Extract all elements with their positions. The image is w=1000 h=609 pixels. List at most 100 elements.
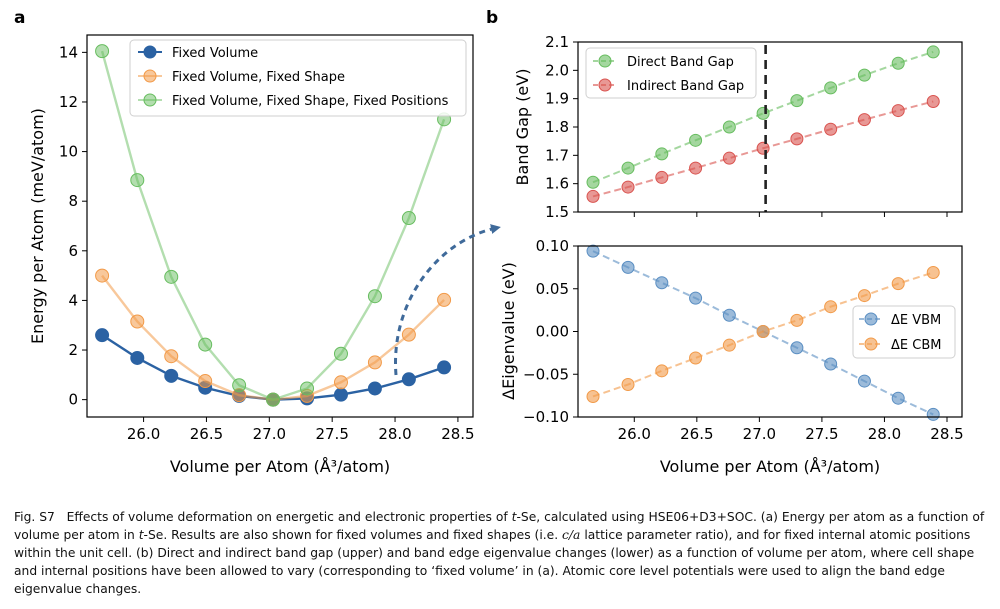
data-point-e-vbm — [790, 341, 804, 355]
y-tick-label: −0.05 — [523, 365, 569, 383]
y-tick-label: −0.10 — [523, 408, 569, 426]
x-tick-label: 28.5 — [930, 425, 963, 443]
data-point-fixed-volume — [164, 368, 179, 383]
legend-box — [585, 47, 757, 99]
data-point-indirect-band-gap — [655, 170, 669, 184]
data-point-fixed-volume-fixed-shape-fixed-positions — [300, 381, 315, 396]
data-point-fixed-volume-fixed-shape — [437, 292, 452, 307]
data-point-fixed-volume-fixed-shape — [95, 268, 110, 283]
caption-t-italic: t — [138, 528, 144, 542]
y-tick-label: 8 — [68, 192, 78, 210]
caption-t-italic: t — [511, 510, 517, 524]
data-point-fixed-volume — [367, 381, 382, 396]
tick-layer: 1.5 1.6 1.7 1.8 1.9 2.0 2.1 — [545, 33, 948, 221]
data-point-direct-band-gap — [689, 133, 703, 147]
data-point-indirect-band-gap — [621, 180, 635, 194]
curved-arrow — [394, 224, 501, 376]
data-point-e-cbm — [790, 313, 804, 327]
data-point-fixed-volume-fixed-shape — [130, 314, 145, 329]
data-point-e-cbm — [621, 378, 635, 392]
series-layer — [586, 244, 940, 421]
x-tick-label: 28.0 — [378, 425, 411, 443]
data-point-direct-band-gap — [621, 161, 635, 175]
data-point-e-cbm — [824, 300, 838, 314]
data-point-e-vbm — [857, 374, 871, 388]
y-tick-label: 2.1 — [545, 33, 569, 51]
caption-part-1: -Se, calculated using HSE06+D3+SOC. (a) … — [14, 510, 985, 542]
data-point-fixed-volume-fixed-shape — [333, 375, 348, 390]
data-point-indirect-band-gap — [926, 95, 940, 108]
caption-text: Fig. S7 Effects of volume deformation on… — [14, 508, 989, 598]
data-point-fixed-volume-fixed-shape-fixed-positions — [266, 392, 281, 407]
y-axis-label: ΔEigenvalue (eV) — [499, 262, 518, 400]
y-tick-label: 0.05 — [536, 280, 569, 298]
data-point-fixed-volume-fixed-shape-fixed-positions — [401, 211, 416, 226]
y-tick-label: 12 — [59, 93, 78, 111]
data-point-fixed-volume-fixed-shape-fixed-positions — [198, 337, 213, 352]
data-point-e-vbm — [824, 357, 838, 371]
data-point-indirect-band-gap — [891, 104, 905, 118]
x-axis-label: Volume per Atom (Å³/atom) — [170, 457, 390, 476]
data-point-fixed-volume-fixed-shape-fixed-positions — [95, 44, 110, 59]
x-axis-label: Volume per Atom (Å³/atom) — [660, 457, 880, 476]
y-tick-label: 2.0 — [545, 61, 569, 79]
caption-part-2: -Se. Results are also shown for fixed vo… — [143, 528, 563, 542]
data-point-e-vbm — [891, 391, 905, 405]
legend-label-fixed-volume: Fixed Volume — [172, 46, 258, 61]
data-point-e-cbm — [891, 277, 905, 291]
tick-layer: 26.0 26.5 27.0 27.5 28.0 28.5 0 2 4 6 8 10 12 14 — [59, 43, 475, 443]
series-layer — [95, 44, 452, 407]
x-tick-label: 26.5 — [190, 425, 223, 443]
data-point-direct-band-gap — [722, 120, 736, 134]
y-tick-label: 10 — [59, 143, 78, 161]
data-point-direct-band-gap — [857, 68, 871, 82]
data-point-fixed-volume-fixed-shape — [367, 355, 382, 370]
y-tick-label: 1.7 — [545, 146, 569, 164]
data-point-e-cbm — [926, 266, 940, 280]
legend-label-indirect-band-gap: Indirect Band Gap — [627, 79, 744, 94]
legend-marker-direct-band-gap — [598, 54, 612, 68]
x-tick-label: 26.0 — [127, 425, 160, 443]
data-point-fixed-volume-fixed-shape-fixed-positions — [367, 289, 382, 304]
data-point-e-cbm — [756, 325, 770, 338]
legend-entries: ΔE VBM ΔE CBM — [859, 312, 941, 353]
data-point-fixed-volume — [130, 350, 145, 365]
chart-band-gap: 1.5 1.6 1.7 1.8 1.9 2.0 2.1 Band Gap (eV) Dire… — [513, 33, 963, 221]
x-tick-label: 28.0 — [868, 425, 901, 443]
x-tick-label: 26.0 — [618, 425, 651, 443]
legend-label-fixed-volume-fixed-shape: Fixed Volume, Fixed Shape — [172, 70, 345, 85]
data-point-e-cbm — [722, 338, 736, 352]
data-point-fixed-volume-fixed-shape-fixed-positions — [130, 173, 145, 188]
data-point-direct-band-gap — [824, 81, 838, 95]
legend-box — [129, 39, 467, 117]
data-point-e-cbm — [655, 364, 669, 378]
legend-entries: Direct Band Gap Indirect Band Gap — [593, 54, 744, 94]
data-point-e-vbm — [621, 260, 635, 274]
legend-marker-fixed-volume-fixed-shape-fixed-positions — [143, 93, 157, 107]
x-tick-label: 27.5 — [315, 425, 348, 443]
legend: Direct Band Gap Indirect Band Gap — [585, 47, 757, 99]
data-point-fixed-volume-fixed-shape — [198, 374, 213, 389]
data-point-e-cbm — [689, 351, 703, 365]
tick-layer: 26.0 26.5 27.0 27.5 28.0 28.5 −0.10 −0.05 0.00 0.… — [523, 237, 964, 443]
legend-label-direct-band-gap: Direct Band Gap — [627, 55, 734, 70]
caption-lead: Effects of volume deformation on energet… — [66, 510, 512, 524]
y-tick-label: 2 — [68, 341, 78, 359]
y-tick-label: 0 — [68, 391, 78, 409]
y-axis-label: Energy per Atom (meV/atom) — [28, 108, 47, 344]
data-point-fixed-volume-fixed-shape — [164, 349, 179, 364]
data-point-direct-band-gap — [756, 106, 770, 120]
x-tick-label: 27.0 — [743, 425, 776, 443]
data-point-indirect-band-gap — [722, 151, 736, 165]
data-point-e-cbm — [586, 389, 600, 403]
data-point-e-vbm — [655, 276, 669, 290]
data-point-indirect-band-gap — [689, 161, 703, 175]
data-point-fixed-volume-fixed-shape-fixed-positions — [164, 269, 179, 284]
chart-energy-per-atom: 26.0 26.5 27.0 27.5 28.0 28.5 0 2 4 6 8 10 12 14 Volu… — [28, 34, 475, 476]
panel-label-b: b — [486, 8, 498, 28]
x-tick-label: 27.5 — [805, 425, 838, 443]
y-tick-label: 14 — [59, 43, 78, 61]
y-tick-label: 0.00 — [536, 323, 569, 341]
data-point-fixed-volume-fixed-shape-fixed-positions — [232, 378, 247, 393]
data-point-e-vbm — [586, 244, 600, 258]
